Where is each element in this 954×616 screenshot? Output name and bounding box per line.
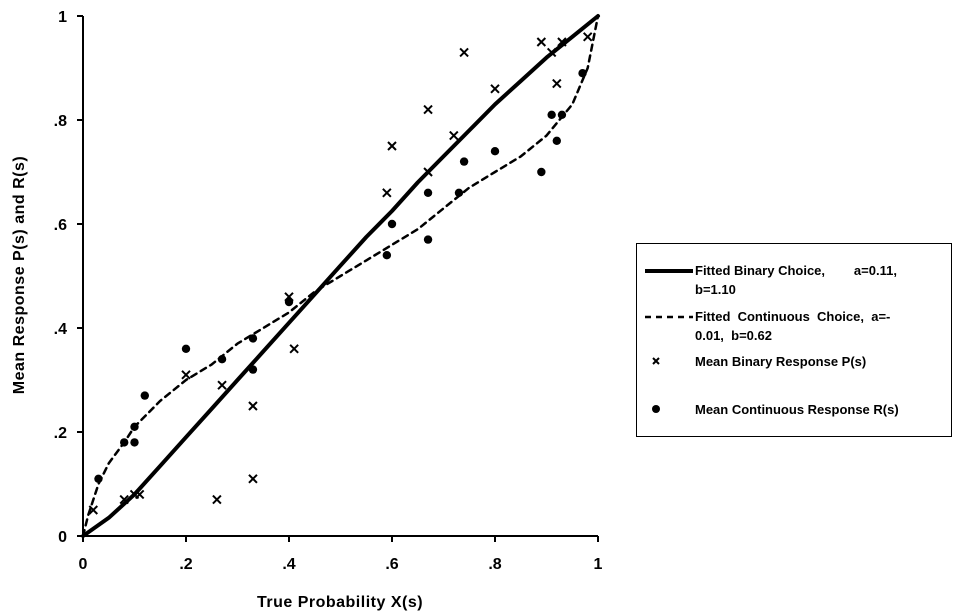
fitted-curves	[81, 14, 600, 538]
data-points	[88, 32, 593, 515]
legend-label-continuous-response: Mean Continuous Response R(s)	[695, 402, 899, 417]
x-tick-label: 0	[79, 556, 88, 573]
continuous-response-point	[217, 355, 227, 364]
binary-response-point	[119, 494, 129, 505]
binary-response-point	[387, 141, 397, 151]
binary-response-point	[382, 188, 392, 198]
y-axis-title: Mean Response P(s) and R(s)	[11, 156, 28, 394]
legend-label-binary-response: Mean Binary Response P(s)	[695, 354, 867, 369]
continuous-response-point	[459, 157, 469, 166]
binary-response-point	[134, 489, 145, 500]
binary-response-point	[557, 37, 567, 47]
binary-response-point	[248, 474, 258, 484]
continuous-response-point	[94, 474, 103, 483]
y-tick-label: .8	[54, 113, 67, 130]
y-tick-label: .4	[54, 321, 67, 338]
legend-label-continuous-fit: Fitted Continuous Choice, a=- 0.01, b=0.…	[695, 309, 891, 343]
binary-response-point	[248, 401, 258, 411]
binary-response-point	[490, 84, 500, 94]
x-marker-swatch	[652, 357, 660, 365]
x-tick-label: .2	[179, 556, 192, 573]
binary-response-point	[88, 505, 99, 515]
binary-response-point	[459, 47, 469, 58]
dot-marker-swatch	[652, 405, 660, 413]
continuous-response-point	[130, 438, 139, 447]
continuous-response-point	[382, 251, 392, 260]
legend-label-binary-fit: Fitted Binary Choice, a=0.11, b=1.10	[695, 263, 897, 297]
y-tick-label: 1	[58, 9, 67, 26]
continuous-response-point	[552, 136, 561, 145]
solid-line-swatch	[645, 269, 693, 273]
y-tick-label: .2	[54, 425, 67, 442]
continuous-response-point	[387, 219, 397, 229]
x-axis-title: True Probability X(s)	[257, 594, 423, 611]
binary-response-point	[423, 104, 433, 115]
x-tick-label: .6	[385, 556, 398, 573]
binary-response-point	[181, 370, 191, 380]
y-tick-label: 0	[58, 529, 67, 546]
continuous-response-point	[454, 188, 464, 197]
continuous-response-point	[547, 110, 556, 120]
binary-response-point	[552, 78, 562, 89]
binary-response-point	[212, 494, 222, 505]
continuous-response-point	[130, 422, 139, 431]
binary-fit-curve	[81, 14, 600, 538]
continuous-response-point	[578, 69, 587, 78]
continuous-response-point	[248, 365, 258, 374]
continuous-response-point	[248, 334, 258, 343]
continuous-fit-curve	[81, 14, 600, 538]
axes	[82, 16, 598, 537]
dashed-line-swatch	[645, 315, 693, 319]
continuous-response-point	[140, 391, 149, 400]
tick-labels: 0 .2 .4 .6 .8 1 0 .2 .4 .6 .8 1	[54, 9, 603, 573]
binary-response-point	[536, 37, 547, 47]
binary-response-point	[582, 32, 593, 42]
binary-response-point	[449, 130, 459, 141]
binary-response-point	[289, 344, 299, 354]
x-tick-label: 1	[594, 556, 603, 573]
x-tick-label: .8	[488, 556, 501, 573]
binary-response-point	[423, 167, 433, 177]
continuous-response-point	[181, 344, 191, 353]
continuous-response-point	[537, 167, 546, 177]
ticks	[77, 15, 599, 542]
binary-response-point	[546, 47, 557, 58]
continuous-response-point	[120, 438, 129, 447]
continuous-response-point	[423, 235, 433, 244]
continuous-response-point	[557, 110, 567, 120]
y-tick-label: .6	[54, 217, 67, 234]
binary-response-point	[217, 380, 227, 390]
legend: Fitted Binary Choice, a=0.11, b=1.10 Fit…	[636, 243, 952, 437]
x-tick-label: .4	[282, 556, 295, 573]
continuous-response-point	[423, 188, 433, 197]
continuous-response-point	[284, 297, 294, 307]
continuous-response-point	[490, 147, 500, 156]
